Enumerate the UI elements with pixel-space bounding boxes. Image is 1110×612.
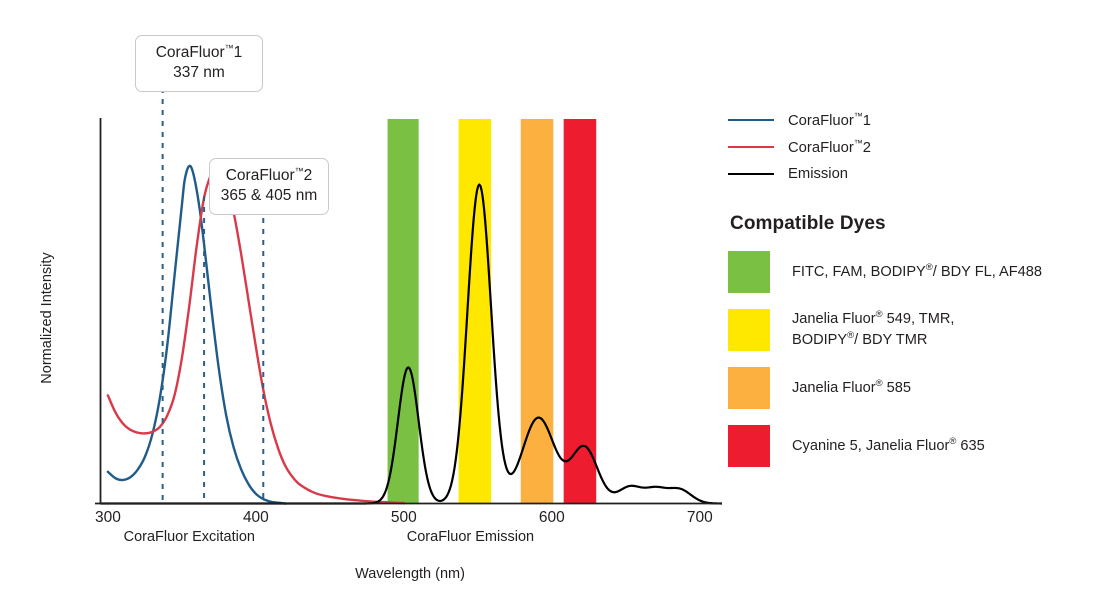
curve-corafluor2 bbox=[106, 168, 406, 505]
red-band bbox=[563, 119, 597, 504]
x-tick-500: 500 bbox=[390, 509, 417, 526]
legend-panel: CoraFluor™1 CoraFluor™2 Emission Compatibl… bbox=[728, 106, 1098, 481]
x-tick-700: 700 bbox=[686, 509, 713, 526]
callout-corafluor2: CoraFluor™2 365 & 405 nm bbox=[209, 158, 329, 215]
dye-row-0[interactable]: FITC, FAM, BODIPY®/ BDY FL, AF488 bbox=[728, 249, 1098, 295]
dye-color-swatch bbox=[728, 309, 770, 351]
orange-band bbox=[520, 119, 554, 504]
callout-corafluor1: CoraFluor™1 337 nm bbox=[135, 35, 263, 92]
callout-1-line2: 337 nm bbox=[173, 63, 225, 81]
dye-label: Cyanine 5, Janelia Fluor® 635 bbox=[792, 435, 985, 454]
excitation-marker-lines bbox=[161, 88, 265, 504]
dye-row-2[interactable]: Janelia Fluor® 585 bbox=[728, 365, 1098, 411]
series-legend-list: CoraFluor™1 CoraFluor™2 Emission bbox=[728, 106, 1098, 187]
dye-label: Janelia Fluor® 585 bbox=[792, 377, 911, 396]
dye-row-1[interactable]: Janelia Fluor® 549, TMR, BODIPY®/ BDY TMR bbox=[728, 307, 1098, 353]
compatible-dyes-list: FITC, FAM, BODIPY®/ BDY FL, AF488 Janelia… bbox=[728, 249, 1098, 469]
legend-series-row-0[interactable]: CoraFluor™1 bbox=[728, 106, 1098, 133]
legend-line-swatch-icon bbox=[728, 118, 774, 121]
legend-series-label: CoraFluor™2 bbox=[788, 137, 872, 156]
legend-line-swatch-icon bbox=[728, 172, 774, 175]
legend-line-swatch-icon bbox=[728, 145, 774, 148]
dye-color-swatch bbox=[728, 425, 770, 467]
dye-label: Janelia Fluor® 549, TMR, BODIPY®/ BDY TMR bbox=[792, 309, 955, 348]
dye-row-3[interactable]: Cyanine 5, Janelia Fluor® 635 bbox=[728, 423, 1098, 469]
callout-2-line1: CoraFluor™2 bbox=[225, 166, 313, 185]
axis-lines bbox=[95, 118, 722, 505]
legend-series-label: CoraFluor™1 bbox=[788, 110, 872, 129]
dye-label: FITC, FAM, BODIPY®/ BDY FL, AF488 bbox=[792, 261, 1043, 280]
yellow-band bbox=[458, 119, 492, 504]
x-tick-400: 400 bbox=[242, 509, 269, 526]
x-region-label-emission: CoraFluor Emission bbox=[406, 529, 535, 545]
legend-series-label: Emission bbox=[788, 165, 849, 182]
curve-corafluor1 bbox=[106, 164, 287, 505]
callout-2-line2: 365 & 405 nm bbox=[220, 186, 318, 204]
x-region-label-excitation: CoraFluor Excitation bbox=[123, 529, 255, 545]
x-tick-600: 600 bbox=[538, 509, 565, 526]
emission-band-group bbox=[387, 119, 597, 504]
x-tick-300: 300 bbox=[94, 509, 121, 526]
legend-series-row-2[interactable]: Emission bbox=[728, 160, 1098, 187]
dye-color-swatch bbox=[728, 251, 770, 293]
dye-color-swatch bbox=[728, 367, 770, 409]
legend-series-row-1[interactable]: CoraFluor™2 bbox=[728, 133, 1098, 160]
compatible-dyes-title: Compatible Dyes bbox=[730, 213, 886, 234]
x-axis-title: Wavelength (nm) bbox=[355, 566, 465, 582]
callout-1-line1: CoraFluor™1 bbox=[155, 43, 243, 62]
y-axis-title: Normalized Intensity bbox=[39, 252, 55, 384]
green-band bbox=[387, 119, 419, 504]
